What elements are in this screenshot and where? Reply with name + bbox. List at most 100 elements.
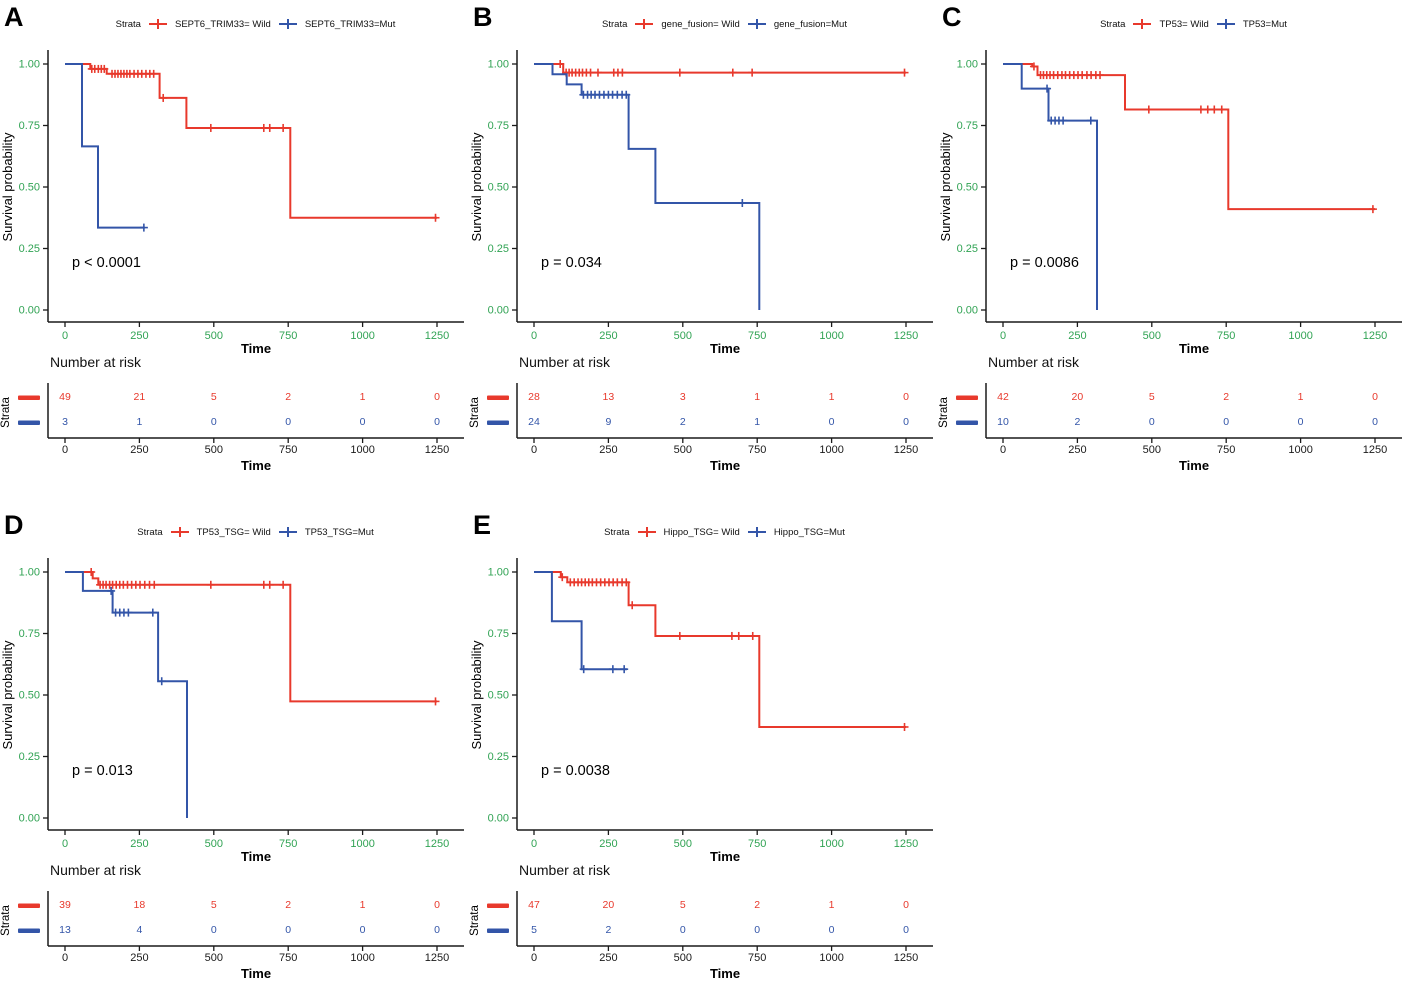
risk-x-axis-title: Time (1179, 458, 1209, 473)
risk-count: 0 (1372, 416, 1378, 428)
x-tick-label: 0 (1000, 330, 1006, 342)
strata-dash-icon (18, 903, 40, 908)
y-tick-label: 0.50 (19, 690, 40, 702)
risk-x-tick-label: 500 (205, 952, 223, 964)
risk-count: 0 (1298, 416, 1304, 428)
km-curve (534, 571, 906, 728)
risk-count: 0 (903, 391, 909, 403)
x-tick-label: 0 (62, 838, 68, 850)
risk-count: 0 (1149, 416, 1155, 428)
x-tick-label: 1250 (425, 330, 449, 342)
risk-count: 2 (605, 924, 611, 936)
risk-count: 1 (136, 416, 142, 428)
y-tick-label: 0.50 (488, 690, 509, 702)
risk-x-tick-label: 750 (1217, 444, 1235, 456)
y-tick-label: 0.00 (488, 305, 509, 317)
p-value: p < 0.0001 (72, 255, 141, 271)
km-plot: 1.00 0.75 0.50 0.25 0.00 0 250 500 750 1000 1250 Ti… (469, 50, 933, 354)
x-tick-label: 1000 (819, 330, 843, 342)
risk-x-axis-title: Time (710, 966, 740, 981)
legend-title: Strata (137, 526, 163, 538)
strata-legend: Strata Hippo_TSG= Wild Hippo_TSG=Mut (517, 526, 932, 538)
legend-label-wild: SEPT6_TRIM33= Wild (174, 18, 271, 30)
risk-x-tick-label: 500 (674, 444, 692, 456)
risk-x-tick-label: 1000 (1288, 444, 1312, 456)
y-tick-label: 0.25 (488, 751, 509, 763)
risk-x-tick-label: 1250 (894, 952, 918, 964)
mut-plus-marker-icon (1216, 18, 1236, 30)
risk-x-tick-label: 500 (205, 444, 223, 456)
legend-label-wild: Hippo_TSG= Wild (663, 526, 740, 538)
km-panel-A: A Strata SEPT6_TRIM33= Wild SEPT6_TRIM33… (0, 0, 469, 488)
risk-count: 5 (680, 899, 686, 911)
risk-count: 13 (603, 391, 615, 403)
risk-count: 47 (528, 899, 540, 911)
risk-x-tick-label: 500 (674, 952, 692, 964)
wild-plus-marker-icon (148, 18, 168, 30)
risk-count: 0 (285, 416, 291, 428)
risk-count: 10 (997, 416, 1009, 428)
strata-legend: Strata gene_fusion= Wild gene_fusion=Mut (517, 18, 932, 30)
x-tick-label: 1000 (819, 838, 843, 850)
y-tick-label: 0.00 (19, 813, 40, 825)
risk-count: 9 (605, 416, 611, 428)
km-plot: 1.00 0.75 0.50 0.25 0.00 0 250 500 750 1000 1250 Ti… (469, 558, 933, 862)
risk-count: 24 (528, 416, 540, 428)
x-axis-title: Time (241, 341, 271, 354)
risk-x-tick-label: 750 (748, 952, 766, 964)
risk-count: 5 (1149, 391, 1155, 403)
x-tick-label: 500 (205, 330, 223, 342)
y-axis-title: Survival probability (938, 132, 953, 242)
y-axis-title: Survival probability (0, 640, 15, 750)
risk-x-tick-label: 1250 (425, 952, 449, 964)
x-tick-label: 750 (279, 330, 297, 342)
x-axis-title: Time (1179, 341, 1209, 354)
risk-x-tick-label: 0 (62, 444, 68, 456)
x-axis-title: Time (710, 849, 740, 862)
panel-letter: B (473, 2, 493, 32)
y-tick-label: 0.75 (19, 120, 40, 132)
x-tick-label: 250 (130, 838, 148, 850)
risk-count: 0 (1223, 416, 1229, 428)
strata-dash-icon (487, 395, 509, 400)
risk-count: 1 (829, 391, 835, 403)
risk-x-tick-label: 250 (130, 952, 148, 964)
wild-plus-marker-icon (170, 526, 190, 538)
x-tick-label: 1250 (1363, 330, 1387, 342)
strata-dash-icon (487, 928, 509, 933)
strata-axis-title: Strata (938, 397, 950, 428)
x-tick-label: 250 (1068, 330, 1086, 342)
strata-dash-icon (18, 928, 40, 933)
risk-count: 20 (1072, 391, 1084, 403)
risk-count: 0 (829, 924, 835, 936)
x-tick-label: 1000 (1288, 330, 1312, 342)
risk-count: 2 (1223, 391, 1229, 403)
risk-count: 0 (434, 924, 440, 936)
km-curve (65, 63, 145, 229)
km-panel-B: B Strata gene_fusion= Wild gene_fusion=M… (469, 0, 938, 488)
risk-count: 0 (754, 924, 760, 936)
y-axis-title: Survival probability (0, 132, 15, 242)
p-value: p = 0.013 (72, 763, 133, 779)
risk-count: 1 (754, 416, 760, 428)
risk-x-axis-title: Time (241, 458, 271, 473)
km-panel-E: E Strata Hippo_TSG= Wild Hippo_TSG=Mut 1… (469, 508, 938, 996)
risk-count: 2 (680, 416, 686, 428)
y-axis-title: Survival probability (469, 640, 484, 750)
risk-count: 0 (434, 899, 440, 911)
x-axis-title: Time (241, 849, 271, 862)
legend-title: Strata (604, 526, 630, 538)
strata-dash-icon (487, 420, 509, 425)
risk-count: 18 (134, 899, 146, 911)
risk-count: 20 (603, 899, 615, 911)
risk-x-tick-label: 250 (599, 952, 617, 964)
strata-dash-icon (956, 395, 978, 400)
x-tick-label: 750 (748, 838, 766, 850)
x-tick-label: 500 (1143, 330, 1161, 342)
panel-letter: E (473, 510, 492, 540)
legend-title: Strata (602, 18, 628, 30)
